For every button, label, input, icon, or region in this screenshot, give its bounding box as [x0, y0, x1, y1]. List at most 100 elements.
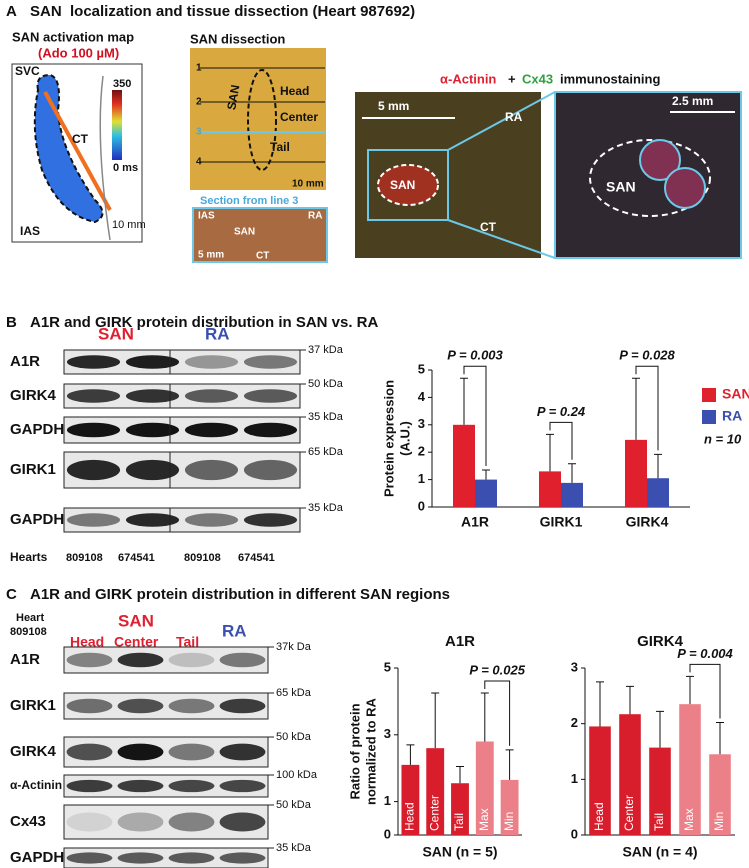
band — [117, 779, 164, 793]
heart-id: 674541 — [238, 552, 275, 564]
band — [66, 422, 121, 438]
band — [219, 812, 266, 832]
band — [243, 422, 298, 438]
map-label: IAS — [20, 224, 40, 238]
y-tick-label: 3 — [571, 659, 578, 674]
band — [184, 513, 239, 527]
hearts-label: Hearts — [10, 550, 48, 564]
y-axis-label: Protein expression — [381, 380, 396, 497]
section-title: Section from line 3 — [200, 195, 298, 207]
error-bar — [716, 722, 724, 755]
y-tick-label: 4 — [418, 389, 426, 404]
error-bar — [626, 685, 634, 715]
band — [168, 779, 215, 793]
activation-map — [33, 73, 104, 224]
error-bar — [406, 744, 415, 765]
heart-label: 809108 — [10, 626, 47, 638]
p-value: P = 0.003 — [447, 348, 503, 363]
bar-label: Max — [682, 808, 696, 831]
dissection-title: SAN dissection — [190, 31, 285, 46]
band — [243, 355, 298, 369]
band — [66, 652, 113, 668]
band — [117, 652, 164, 668]
row-label: A1R — [10, 651, 40, 668]
y-tick-label: 0 — [384, 826, 391, 841]
bar-label: Max — [477, 808, 491, 831]
error-bar — [654, 453, 662, 479]
y-axis-label: normalized to RA — [363, 697, 378, 805]
p-bracket — [689, 663, 721, 719]
bar — [619, 714, 641, 835]
error-bar — [568, 463, 576, 483]
dissection-label: SAN — [224, 84, 242, 111]
x-tick-label: GIRK4 — [626, 514, 669, 530]
bar — [451, 783, 469, 835]
y-axis-label: (A.U.) — [397, 421, 412, 456]
bar-label: Tail — [452, 813, 466, 831]
kda-label: 35 kDa — [276, 842, 312, 854]
band — [219, 852, 266, 864]
colorbar — [112, 90, 122, 160]
bar — [401, 764, 420, 835]
bar-label: Head — [592, 802, 606, 831]
immuno-label: SAN — [390, 178, 415, 192]
bar-label: Min — [502, 812, 516, 831]
panel-title: A1R and GIRK protein distribution in SAN… — [30, 314, 379, 331]
section-label: CT — [256, 251, 269, 262]
section-label: SAN — [234, 227, 255, 238]
line-number: 2 — [196, 97, 202, 108]
row-label: GIRK4 — [10, 743, 57, 760]
row-label: GIRK4 — [10, 387, 57, 404]
section-photo — [192, 207, 328, 263]
group-label: RA — [222, 621, 247, 640]
panel-letter: B — [6, 314, 17, 331]
band — [184, 389, 239, 403]
bar — [709, 754, 731, 835]
scale-label: 10 mm — [112, 219, 146, 231]
zoom-box — [367, 149, 449, 221]
zoom-line — [447, 219, 556, 259]
band — [66, 779, 113, 793]
kda-label: 65 kDa — [276, 687, 312, 699]
heart-id: 809108 — [184, 552, 221, 564]
panel-letter: A — [6, 3, 17, 20]
san-outline — [377, 164, 439, 206]
y-tick-label: 0 — [571, 826, 578, 841]
x-axis-label: SAN (n = 5) — [422, 844, 497, 860]
band — [168, 698, 215, 714]
legend-swatch — [702, 410, 716, 424]
kda-label: 50 kDa — [276, 799, 312, 811]
band — [168, 812, 215, 832]
p-bracket — [463, 365, 487, 467]
panel-letter: C — [6, 586, 17, 603]
row-label: A1R — [10, 353, 40, 370]
map-label: SVC — [15, 64, 40, 78]
node-circle — [664, 167, 706, 209]
bar — [647, 478, 669, 507]
bar-label: Min — [712, 812, 726, 831]
section-label: RA — [308, 211, 322, 222]
kda-label: 65 kDa — [308, 446, 344, 458]
immuno-label: RA — [505, 110, 523, 124]
error-bar — [505, 749, 514, 780]
immuno-label: CT — [480, 220, 497, 234]
band — [243, 459, 298, 481]
band — [243, 513, 298, 527]
dissection-label: Center — [280, 110, 318, 124]
scale-label: 2.5 mm — [672, 94, 713, 108]
blot-strip — [63, 774, 269, 798]
y-tick-label: 2 — [571, 715, 578, 730]
x-axis-label: SAN (n = 4) — [622, 844, 697, 860]
group-label: SAN — [98, 324, 134, 343]
kda-label: 35 kDa — [308, 411, 344, 423]
y-tick-label: 1 — [384, 793, 391, 808]
row-label: Cx43 — [10, 813, 46, 830]
band — [125, 355, 180, 369]
y-tick-label: 3 — [418, 416, 425, 431]
error-bar — [482, 469, 490, 480]
p-bracket — [484, 680, 511, 746]
region-label: Head — [70, 634, 104, 650]
scale-label: 10 mm — [292, 179, 324, 190]
band — [168, 652, 215, 668]
x-tick-label: GIRK1 — [540, 514, 583, 530]
